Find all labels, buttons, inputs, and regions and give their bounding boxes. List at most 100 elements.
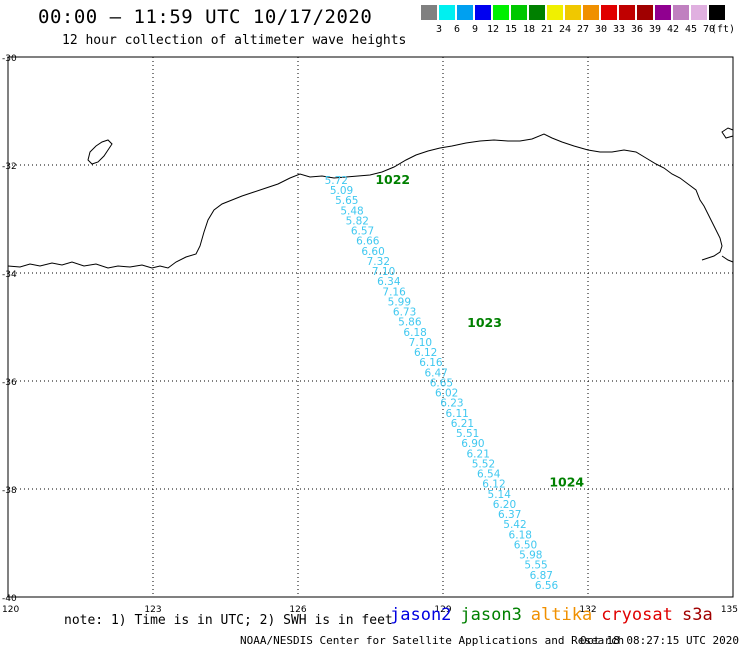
legend-label: 15: [504, 24, 518, 35]
wave-height-label: 6.02: [435, 388, 458, 400]
wave-height-label: 5.14: [488, 489, 512, 501]
legend-unit: (ft): [711, 24, 736, 35]
wave-height-label: 6.18: [403, 327, 426, 339]
wave-height-label: 6.23: [440, 398, 463, 410]
wave-height-label: 5.82: [346, 215, 369, 227]
wave-height-label: 6.60: [361, 246, 384, 258]
wave-height-label: 5.99: [388, 296, 411, 308]
page-title: 00:00 – 11:59 UTC 10/17/2020: [38, 6, 373, 28]
legend-label: 9: [471, 24, 479, 35]
footer-note: note: 1) Time is in UTC; 2) SWH is in fe…: [64, 613, 393, 628]
legend-label: 39: [648, 24, 662, 35]
wave-height-label: 5.09: [330, 185, 353, 197]
legend-swatch: [709, 5, 725, 20]
legend-label: 27: [576, 24, 590, 35]
legend-label: 36: [630, 24, 644, 35]
legend-label: 6: [453, 24, 461, 35]
wave-height-label: 7.10: [372, 266, 395, 278]
wave-height-label: 5.52: [472, 458, 495, 470]
legend-swatch: [439, 5, 455, 20]
wave-height-label: 5.65: [335, 195, 358, 207]
legend-swatch: [691, 5, 707, 20]
satellite-label-jason3: jason3: [460, 605, 522, 625]
wave-height-label: 6.56: [535, 580, 559, 592]
legend-label: 70: [702, 24, 716, 35]
coastline: [721, 255, 734, 263]
lon-tick-label: 126: [289, 605, 306, 615]
wave-height-label: 6.11: [445, 408, 468, 420]
lat-tick-label: -34: [2, 270, 17, 280]
lon-tick-label: 132: [579, 605, 596, 615]
legend-label: 21: [540, 24, 554, 35]
wave-height-label: 6.73: [393, 307, 416, 319]
wave-height-label: 6.37: [498, 509, 521, 521]
wave-height-label: 6.66: [356, 236, 380, 248]
legend-swatch: [565, 5, 581, 20]
wave-height-label: 6.90: [461, 438, 484, 450]
satellite-label-cryosat: cryosat: [601, 605, 673, 625]
wave-height-label: 6.65: [430, 377, 453, 389]
legend-label: 18: [522, 24, 536, 35]
credit-text: NOAA/NESDIS Center for Satellite Applica…: [240, 634, 625, 647]
wave-height-label: 6.21: [467, 448, 490, 460]
satellite-label-jason2: jason2: [390, 605, 452, 625]
wave-height-label: 5.48: [340, 205, 363, 217]
legend-label: 30: [594, 24, 608, 35]
legend-swatch: [583, 5, 599, 20]
pass-number-label: 1024: [549, 474, 584, 489]
wave-height-label: 6.16: [419, 357, 443, 369]
lat-tick-label: -30: [2, 54, 17, 64]
wave-height-label: 5.51: [456, 428, 479, 440]
legend-swatch: [547, 5, 563, 20]
legend-swatch: [457, 5, 473, 20]
lon-tick-label: 123: [144, 605, 161, 615]
wave-height-label: 5.42: [503, 519, 526, 531]
wave-height-label: 6.87: [530, 570, 553, 582]
legend-label: 33: [612, 24, 626, 35]
legend-swatch: [673, 5, 689, 20]
legend-label: 45: [684, 24, 698, 35]
coastline: [7, 133, 723, 269]
legend-swatch: [529, 5, 545, 20]
legend-label: 3: [435, 24, 443, 35]
lat-tick-label: -38: [2, 486, 17, 496]
satellite-label-altika: altika: [530, 605, 593, 625]
legend-swatch: [637, 5, 653, 20]
lat-tick-label: -32: [2, 162, 17, 172]
wave-height-label: 6.18: [509, 529, 532, 541]
wave-height-label: 6.54: [477, 469, 501, 481]
wave-height-label: 6.50: [514, 539, 537, 551]
lat-tick-label: -36: [2, 378, 17, 388]
wave-height-label: 7.16: [382, 286, 406, 298]
legend-label: 24: [558, 24, 572, 35]
generated-timestamp: Oct 18 08:27:15 UTC 2020: [580, 634, 739, 647]
legend-swatch: [601, 5, 617, 20]
wave-height-label: 5.72: [325, 175, 348, 187]
wave-height-label: 5.86: [398, 317, 422, 329]
wave-height-label: 6.21: [451, 418, 474, 430]
wave-height-label: 5.98: [519, 550, 542, 562]
wave-height-label: 6.20: [493, 499, 516, 511]
wave-height-label: 7.32: [367, 256, 390, 268]
wave-height-label: 6.12: [414, 347, 437, 359]
legend-swatch: [655, 5, 671, 20]
legend-swatch: [421, 5, 437, 20]
lon-tick-label: 120: [2, 605, 19, 615]
map-frame: [7, 56, 734, 598]
lon-tick-label: 129: [434, 605, 451, 615]
page-subtitle: 12 hour collection of altimeter wave hei…: [62, 33, 407, 48]
legend-label: 42: [666, 24, 680, 35]
island-outline: [87, 139, 113, 165]
island-outline: [721, 127, 734, 139]
lat-tick-label: -40: [2, 594, 17, 604]
legend-swatch: [493, 5, 509, 20]
legend-swatch: [619, 5, 635, 20]
legend-swatch: [511, 5, 527, 20]
legend-label: 12: [486, 24, 500, 35]
wave-height-label: 5.55: [524, 560, 547, 572]
pass-number-label: 1023: [467, 315, 502, 330]
satellite-label-s3a: s3a: [682, 605, 713, 625]
pass-number-label: 1022: [375, 172, 410, 187]
wave-height-label: 6.47: [424, 367, 447, 379]
